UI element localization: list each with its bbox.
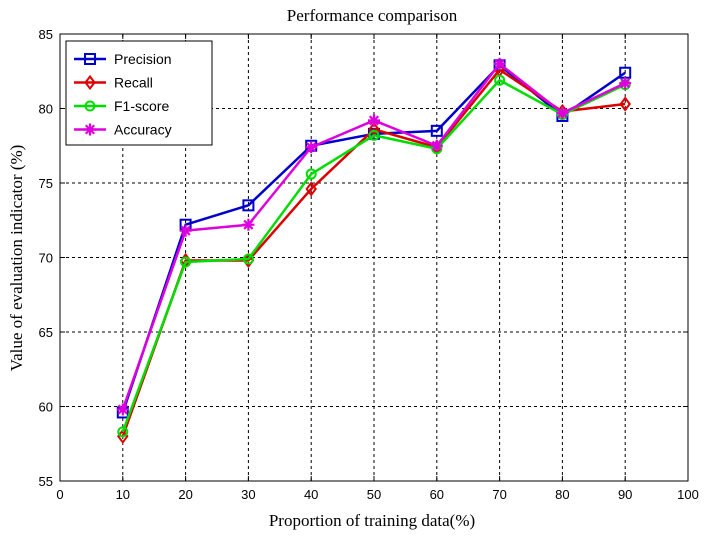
- data-point-precision: [430, 124, 443, 137]
- legend-label: Precision: [114, 51, 172, 67]
- legend-item-accuracy: Accuracy: [74, 122, 172, 138]
- x-tick-label: 30: [241, 487, 255, 502]
- series-group: [116, 57, 632, 444]
- data-point-precision: [242, 199, 255, 212]
- x-tick-label: 50: [367, 487, 381, 502]
- legend: Precision Recall F1-score Accuracy: [65, 40, 213, 146]
- y-tick-label: 85: [39, 27, 53, 42]
- data-point-accuracy: [493, 57, 506, 70]
- x-tick-label: 80: [555, 487, 569, 502]
- y-tick-label: 80: [39, 102, 53, 117]
- legend-label: F1-score: [114, 98, 169, 114]
- y-tick-label: 60: [39, 400, 53, 415]
- x-axis-label: Proportion of training data(%): [269, 511, 475, 530]
- x-tick-label: 0: [56, 487, 63, 502]
- series-line-f1-score: [121, 78, 626, 433]
- x-tick-label: 20: [178, 487, 192, 502]
- data-point-f1-score: [305, 168, 317, 180]
- x-tick-label: 40: [304, 487, 318, 502]
- series-accuracy: [116, 57, 632, 416]
- x-tick-label: 70: [492, 487, 506, 502]
- data-point-f1-score: [180, 256, 192, 268]
- x-tick-label: 10: [116, 487, 130, 502]
- legend-marker: [84, 123, 96, 136]
- data-point-f1-score: [368, 129, 380, 141]
- y-tick-label: 65: [39, 325, 53, 340]
- legend-label: Accuracy: [114, 122, 172, 138]
- y-tick-label: 75: [39, 176, 53, 191]
- data-point-accuracy: [179, 224, 192, 237]
- data-point-accuracy: [430, 139, 443, 152]
- data-point-accuracy: [368, 114, 380, 127]
- data-point-recall: [305, 181, 317, 197]
- legend-marker: [84, 100, 96, 112]
- y-tick-label: 55: [39, 474, 53, 489]
- legend-marker: [84, 74, 96, 91]
- data-point-accuracy: [556, 106, 569, 119]
- legend-marker: [84, 53, 96, 65]
- chart-title: Performance comparison: [287, 6, 458, 25]
- x-tick-label: 60: [430, 487, 444, 502]
- data-point-f1-score: [494, 74, 506, 86]
- legend-item-precision: Precision: [74, 51, 172, 67]
- data-point-accuracy: [116, 403, 129, 416]
- legend-item-recall: Recall: [74, 75, 153, 91]
- data-point-f1-score: [117, 426, 129, 438]
- data-point-accuracy: [619, 77, 632, 90]
- x-tick-label: 100: [677, 487, 699, 502]
- data-point-accuracy: [305, 141, 318, 154]
- y-axis-label: Value of evaluation indicator (%): [7, 145, 26, 372]
- data-point-recall: [619, 96, 631, 112]
- x-tick-label: 90: [618, 487, 632, 502]
- y-tick-label: 70: [39, 251, 53, 266]
- data-point-accuracy: [242, 218, 255, 231]
- legend-item-f1-score: F1-score: [74, 98, 169, 114]
- axis-ticks: 0 10 20 30 40 50 60 70 80 90 100 55 60 65 70 75 80 85: [39, 27, 699, 502]
- data-point-f1-score: [242, 253, 254, 265]
- legend-label: Recall: [114, 75, 153, 91]
